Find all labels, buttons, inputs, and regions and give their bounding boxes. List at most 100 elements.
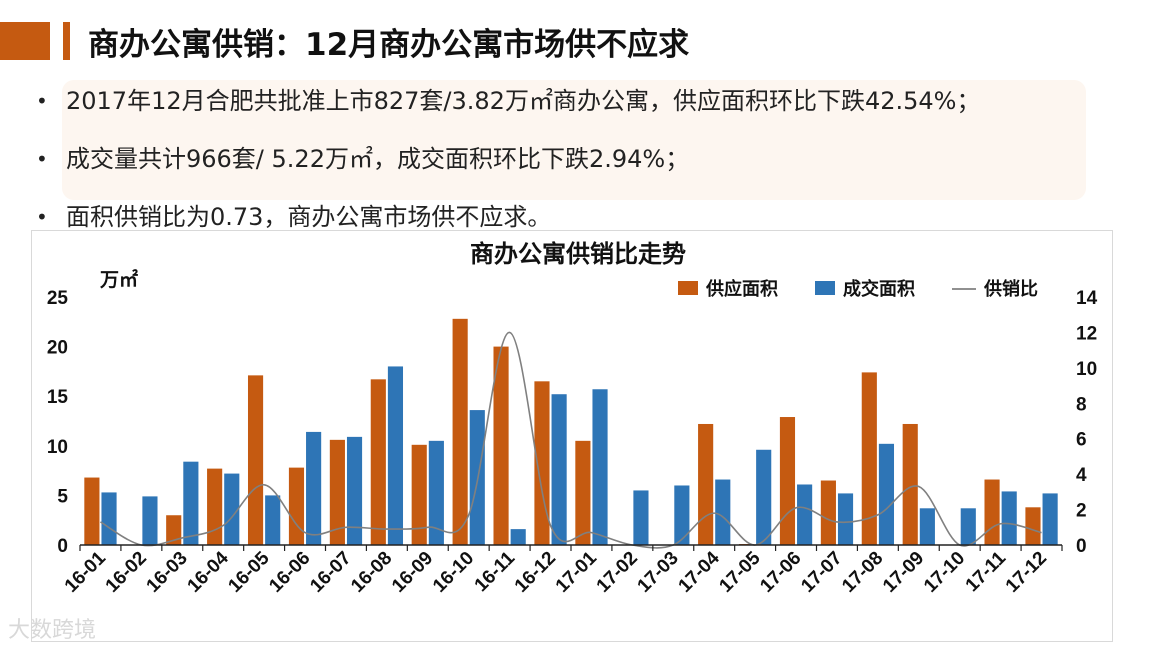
bar-sales	[224, 473, 240, 545]
bar-supply	[534, 381, 550, 545]
bar-supply	[207, 468, 223, 545]
bullet-highlight-panel	[62, 80, 1086, 200]
bullet-item: • 面积供销比为0.73，商办公寓市场供不应求。	[36, 196, 980, 254]
x-tick-label: 16-08	[347, 548, 396, 597]
bar-sales	[592, 389, 608, 545]
x-tick-label: 16-02	[102, 548, 151, 597]
bar-supply	[861, 372, 877, 545]
bar-sales	[346, 436, 363, 545]
legend-ratio-label: 供销比	[983, 278, 1038, 299]
x-tick-label: 17-07	[797, 548, 846, 597]
y2-tick-label: 12	[1076, 323, 1097, 344]
x-tick-label: 16-06	[265, 548, 314, 597]
bar-sales	[265, 495, 281, 545]
bar-sales	[551, 394, 567, 545]
watermark: 大数跨境	[8, 618, 97, 643]
bar-supply	[575, 440, 591, 545]
y-tick-label: 0	[57, 536, 68, 557]
page-title: 商办公寓供销：12月商办公寓市场供不应求	[88, 27, 690, 63]
bar-supply	[84, 477, 100, 545]
chart-frame	[31, 230, 1113, 642]
ratio-line	[100, 331, 1042, 549]
y2-tick-label: 6	[1076, 430, 1087, 451]
x-tick-label: 16-04	[184, 547, 234, 597]
bar-sales	[674, 485, 690, 545]
bar-sales	[306, 431, 322, 545]
legend-sales-swatch	[815, 281, 835, 295]
bar-sales	[797, 484, 813, 545]
y-axis-label: 万㎡	[99, 268, 138, 291]
bar-sales	[1042, 493, 1058, 545]
bar-supply	[493, 346, 509, 545]
bar-supply	[166, 515, 182, 545]
bar-sales	[387, 366, 404, 545]
bar-supply	[288, 467, 305, 545]
x-tick-label: 16-07	[306, 548, 355, 597]
x-tick-label: 16-05	[224, 547, 274, 597]
bar-sales	[837, 493, 854, 545]
bullet-item: • 2017年12月合肥共批准上市827套/3.82万㎡商办公寓，供应面积环比下跌…	[36, 80, 980, 138]
x-tick-label: 16-09	[388, 548, 437, 597]
bar-sales	[142, 496, 158, 545]
x-tick-label: 16-03	[143, 548, 192, 597]
x-tick-label: 16-01	[61, 547, 111, 597]
bullet-text: 成交量共计966套/ 5.22万㎡，成交面积环比下跌2.94%；	[66, 145, 690, 173]
y-tick-label: 20	[47, 338, 68, 359]
legend-sales-label: 成交面积	[843, 278, 915, 299]
bar-sales	[510, 529, 526, 545]
bar-supply	[984, 479, 1000, 545]
bar-sales	[919, 508, 935, 545]
bar-sales	[633, 490, 649, 545]
title-accent-bar	[63, 22, 70, 60]
x-tick-label: 16-11	[471, 547, 520, 596]
bar-supply	[698, 423, 714, 545]
x-tick-label: 17-08	[838, 548, 887, 597]
bullet-dot-icon: •	[36, 147, 48, 171]
bullet-list: • 2017年12月合肥共批准上市827套/3.82万㎡商办公寓，供应面积环比下跌…	[36, 80, 980, 254]
legend-supply-swatch	[678, 281, 698, 295]
bar-supply	[902, 423, 918, 545]
x-tick-label: 17-03	[634, 548, 683, 597]
x-tick-label: 17-12	[1002, 548, 1051, 597]
bar-sales	[428, 440, 444, 545]
y-tick-label: 25	[47, 288, 69, 309]
x-tick-label: 17-10	[920, 548, 969, 597]
chart-title: 商办公寓供销比走势	[470, 240, 686, 268]
bullet-item: • 成交量共计966套/ 5.22万㎡，成交面积环比下跌2.94%；	[36, 138, 980, 196]
bar-sales	[101, 492, 117, 545]
x-tick-label: 16-10	[429, 548, 478, 597]
bar-supply	[820, 480, 836, 545]
y2-tick-label: 10	[1076, 359, 1097, 380]
bar-supply	[1025, 507, 1041, 545]
bar-sales	[183, 461, 199, 545]
x-tick-label: 17-05	[715, 547, 765, 597]
bullet-dot-icon: •	[36, 205, 48, 229]
y2-tick-label: 0	[1076, 536, 1087, 557]
y-tick-label: 10	[47, 437, 68, 458]
x-tick-label: 17-04	[675, 547, 725, 597]
x-tick-label: 16-12	[511, 548, 560, 597]
y-tick-label: 15	[47, 387, 69, 408]
bar-sales	[715, 479, 731, 545]
x-tick-label: 17-06	[756, 548, 805, 597]
y2-tick-label: 8	[1076, 394, 1087, 415]
bar-supply	[247, 375, 264, 545]
bar-supply	[370, 379, 386, 545]
bar-supply	[411, 444, 427, 545]
x-tick-label: 17-01	[552, 547, 602, 597]
y-tick-label: 5	[57, 486, 68, 507]
bar-sales	[960, 508, 976, 545]
title-accent-block	[0, 22, 50, 60]
y2-tick-label: 4	[1076, 465, 1087, 486]
bar-sales	[1001, 491, 1017, 545]
x-tick-label: 17-11	[962, 547, 1011, 596]
bullet-text: 面积供销比为0.73，商办公寓市场供不应求。	[66, 203, 552, 231]
bar-supply	[452, 318, 468, 545]
bar-sales	[756, 449, 772, 545]
bar-supply	[779, 417, 796, 545]
bullet-text: 2017年12月合肥共批准上市827套/3.82万㎡商办公寓，供应面积环比下跌4…	[66, 87, 981, 115]
x-tick-label: 17-02	[593, 548, 642, 597]
bar-supply	[329, 439, 345, 545]
y2-tick-label: 2	[1076, 501, 1087, 522]
